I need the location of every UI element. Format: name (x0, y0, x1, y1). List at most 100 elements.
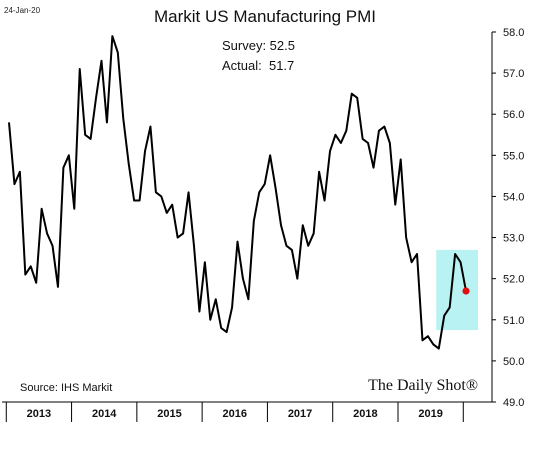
data-point (30, 265, 32, 267)
data-point (373, 167, 375, 169)
data-point (188, 191, 190, 193)
data-point (117, 52, 119, 54)
data-point (106, 121, 108, 123)
data-point (427, 335, 429, 337)
data-point (68, 154, 70, 156)
data-point (264, 183, 266, 185)
data-point (128, 163, 130, 165)
data-point (226, 331, 228, 333)
data-point (351, 93, 353, 95)
data-point (73, 208, 75, 210)
data-point (24, 274, 26, 276)
data-point (41, 208, 43, 210)
data-point (171, 204, 173, 206)
actual-annotation: Actual: 51.7 (222, 58, 294, 73)
data-point (144, 150, 146, 152)
data-point (334, 134, 336, 136)
data-point (324, 200, 326, 202)
data-point (280, 224, 282, 226)
data-point (405, 237, 407, 239)
survey-annotation: Survey: 52.5 (222, 38, 295, 53)
y-tick-label: 52.0 (503, 274, 524, 286)
data-point (258, 191, 260, 193)
data-point (46, 232, 48, 234)
data-point (35, 282, 37, 284)
data-point (149, 126, 151, 128)
data-point (340, 142, 342, 144)
x-tick-label: 2015 (157, 408, 181, 420)
data-point (383, 126, 385, 128)
data-point (242, 278, 244, 280)
data-point (367, 142, 369, 144)
chart-title: Markit US Manufacturing PMI (154, 7, 376, 26)
data-point (237, 241, 239, 243)
data-point (57, 286, 59, 288)
data-point (389, 142, 391, 144)
data-point (285, 245, 287, 247)
brand-logo: The Daily Shot® (368, 377, 478, 394)
data-point (449, 306, 451, 308)
data-point (215, 298, 217, 300)
data-point (209, 319, 211, 321)
data-point (345, 130, 347, 132)
x-tick-label: 2016 (223, 408, 247, 420)
data-point (432, 343, 434, 345)
data-point (193, 245, 195, 247)
data-point (79, 68, 81, 70)
y-tick-label: 54.0 (503, 191, 524, 203)
data-point (307, 245, 309, 247)
latest-reading-highlight (436, 249, 478, 331)
data-point (275, 187, 277, 189)
data-point (291, 249, 293, 251)
data-point (421, 339, 423, 341)
data-point (460, 261, 462, 263)
x-tick-label: 2014 (92, 408, 117, 420)
latest-data-point (462, 287, 470, 295)
data-point (253, 220, 255, 222)
data-point (177, 237, 179, 239)
data-point (133, 200, 135, 202)
source-note: Source: IHS Markit (20, 382, 112, 394)
data-point (111, 35, 113, 37)
x-tick-label: 2019 (418, 408, 442, 420)
x-tick-label: 2018 (353, 408, 377, 420)
data-point (182, 232, 184, 234)
data-point (100, 60, 102, 62)
data-point (247, 298, 249, 300)
data-point (329, 150, 331, 152)
y-tick-label: 51.0 (503, 315, 524, 327)
data-point (19, 171, 21, 173)
data-point (8, 121, 10, 123)
pmi-series-line (8, 35, 467, 350)
data-point (313, 232, 315, 234)
data-point (394, 204, 396, 206)
data-point (166, 212, 168, 214)
data-point (95, 97, 97, 99)
data-point (438, 348, 440, 350)
y-tick-label: 50.0 (503, 356, 524, 368)
y-tick-label: 56.0 (503, 109, 524, 121)
x-tick-label: 2013 (27, 408, 51, 420)
data-point (155, 191, 157, 193)
data-point (220, 327, 222, 329)
y-tick-label: 57.0 (503, 68, 524, 80)
data-point (454, 253, 456, 255)
data-point (139, 200, 141, 202)
y-tick-label: 49.0 (503, 397, 524, 409)
data-point (378, 130, 380, 132)
data-point (400, 158, 402, 160)
y-tick-label: 55.0 (503, 150, 524, 162)
data-point (13, 183, 15, 185)
data-point (52, 245, 54, 247)
data-point (362, 138, 364, 140)
y-tick-label: 53.0 (503, 233, 524, 245)
data-point (204, 261, 206, 263)
data-point (411, 261, 413, 263)
data-point (443, 315, 445, 317)
data-point (269, 154, 271, 156)
data-point (84, 134, 86, 136)
data-point (122, 117, 124, 119)
data-point (90, 138, 92, 140)
data-point (318, 171, 320, 173)
